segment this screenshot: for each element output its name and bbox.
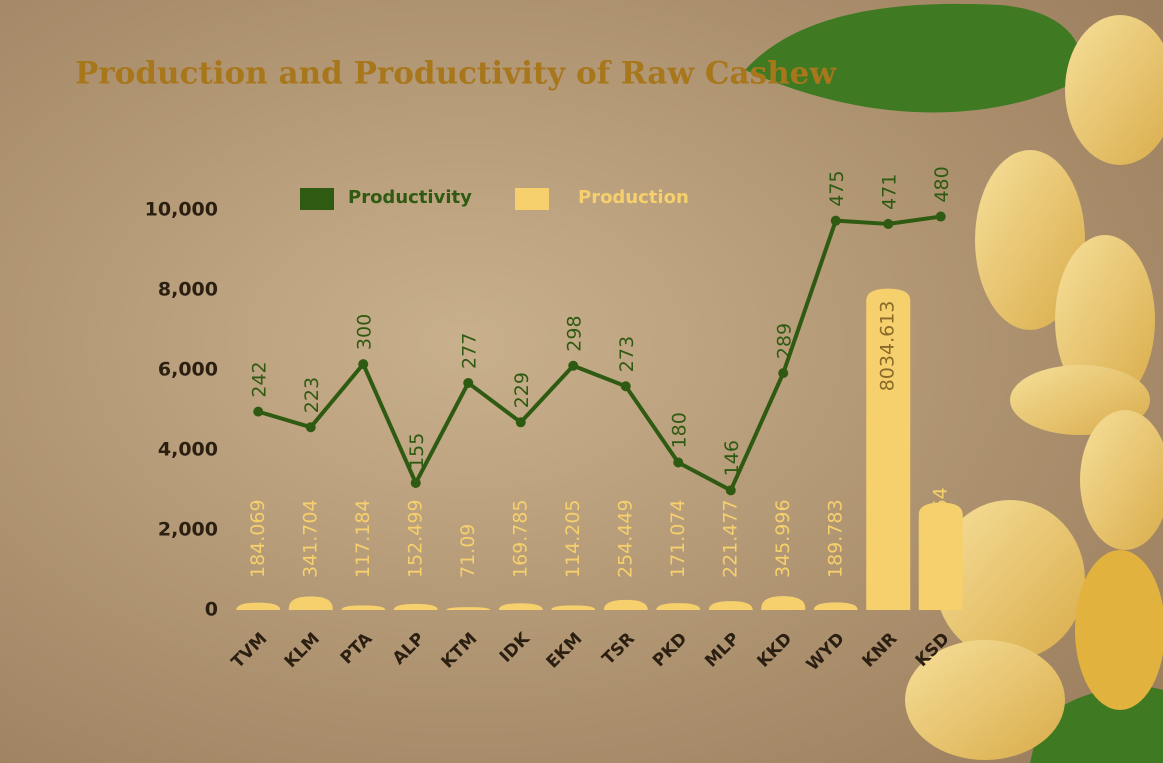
- line-point: [253, 406, 264, 417]
- legend-label: Productivity: [348, 187, 472, 208]
- bar-value-label: 189.783: [824, 499, 846, 578]
- line-value-label: 155: [406, 433, 428, 469]
- line-value-label: 277: [459, 333, 481, 369]
- line-point: [568, 360, 579, 371]
- legend-swatch: [300, 188, 334, 210]
- bar-value-label: 184.069: [247, 499, 269, 578]
- line-value-label: 300: [354, 314, 376, 350]
- bar-value-label: 221.477: [719, 499, 741, 578]
- bar-value-label: 8034.613: [877, 301, 899, 392]
- y-tick-label: 10,000: [145, 199, 218, 221]
- legend-swatch: [515, 188, 549, 210]
- bar: [288, 596, 333, 610]
- bar: [866, 288, 911, 610]
- chart-title: Production and Productivity of Raw Cashe…: [75, 56, 837, 92]
- line-point: [883, 218, 894, 229]
- line-value-label: 471: [879, 174, 901, 210]
- bar: [918, 502, 963, 610]
- bar: [393, 603, 438, 610]
- line-value-label: 223: [301, 377, 323, 413]
- line-value-label: 289: [774, 323, 796, 359]
- line-point: [935, 211, 946, 222]
- bar-value-label: 341.704: [299, 499, 321, 578]
- y-tick-label: 8,000: [158, 279, 218, 301]
- bar-value-label: 169.785: [509, 499, 531, 578]
- bar: [656, 603, 701, 610]
- legend-label: Production: [578, 187, 689, 208]
- line-point: [673, 457, 684, 468]
- bar: [236, 602, 281, 610]
- line-point: [620, 381, 631, 392]
- bar: [498, 603, 543, 610]
- line-value-label: 180: [669, 412, 691, 448]
- y-tick-label: 4,000: [158, 439, 218, 461]
- bar: [813, 602, 858, 610]
- decoration: [745, 3, 1163, 763]
- line: [257, 214, 942, 493]
- bar-value-label: 71.09: [457, 524, 479, 578]
- line-value-label: 298: [564, 315, 586, 351]
- line-point: [725, 485, 736, 496]
- y-tick-label: 2,000: [158, 519, 218, 541]
- line-value-label: 146: [721, 440, 743, 476]
- y-tick-label: 0: [205, 599, 218, 621]
- line-value-label: 273: [616, 336, 638, 372]
- line-point: [305, 422, 316, 433]
- bar-value-label: 152.499: [404, 499, 426, 578]
- line-point: [778, 368, 789, 379]
- bar: [708, 601, 753, 610]
- line-point: [410, 477, 421, 488]
- line-value-label: 229: [511, 372, 533, 408]
- bar: [341, 605, 386, 610]
- bar-value-label: 114.205: [562, 499, 584, 578]
- line-value-label: 475: [826, 170, 848, 206]
- bar-value-label: 345.996: [772, 499, 794, 578]
- bar: [761, 596, 806, 610]
- bar: [603, 599, 648, 610]
- bar: [551, 605, 596, 610]
- line-point: [830, 215, 841, 226]
- line-point: [463, 377, 474, 388]
- line-point: [515, 417, 526, 428]
- line-value-label: 242: [249, 361, 271, 397]
- line-point: [358, 359, 369, 370]
- bar-value-label: 2683.864: [929, 487, 951, 578]
- bar: [446, 607, 491, 610]
- bar-value-label: 171.074: [667, 499, 689, 578]
- y-tick-label: 6,000: [158, 359, 218, 381]
- line-value-label: 480: [931, 166, 953, 202]
- bar-value-label: 117.184: [352, 499, 374, 578]
- bar-value-label: 254.449: [614, 499, 636, 578]
